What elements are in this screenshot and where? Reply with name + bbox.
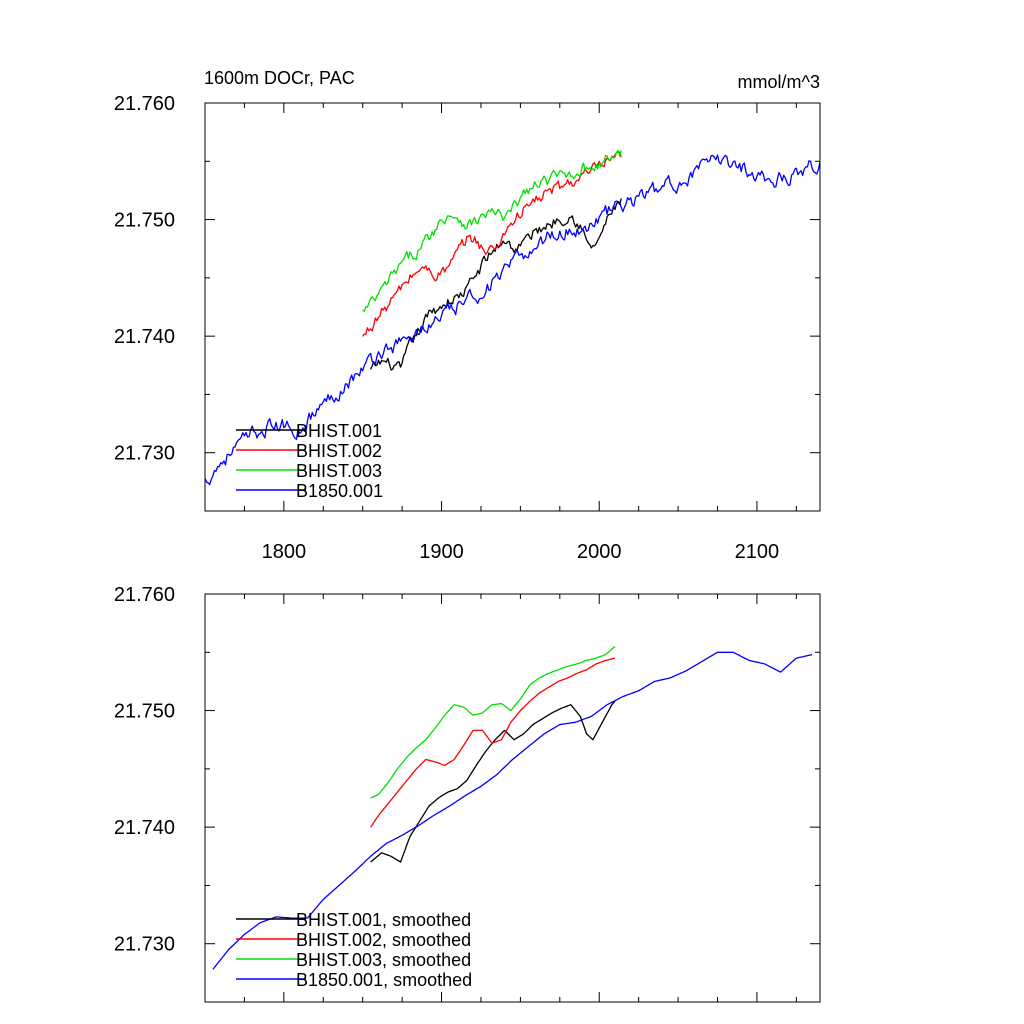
- y-tick-label: 21.740: [114, 817, 175, 839]
- y-tick-label: 21.740: [114, 326, 175, 348]
- x-tick-label: 2100: [735, 541, 780, 563]
- legend-label: BHIST.003: [296, 461, 382, 481]
- legend-label: BHIST.002, smoothed: [296, 930, 471, 950]
- bottom-panel-frame: [204, 593, 821, 1003]
- legend-label: B1850.001: [296, 481, 383, 501]
- top-panel-ticks: 21.730 21.740 21.750 21.760 1800 1900 2000 2100: [114, 93, 820, 563]
- legend-label: BHIST.002: [296, 441, 382, 461]
- bottom-panel: 21.730 21.740 21.750 21.760 BHIST.001, smoo…: [114, 584, 821, 1003]
- legend-label: B1850.001, smoothed: [296, 970, 472, 990]
- y-tick-label: 21.750: [114, 210, 175, 232]
- series-line-bhist-003-smoothed: [370, 645, 616, 799]
- legend-label: BHIST.001: [296, 421, 382, 441]
- series-line-bhist-002-smoothed: [370, 657, 616, 828]
- bottom-panel-ticks: 21.730 21.740 21.750 21.760: [114, 584, 820, 1003]
- x-tick-label: 2000: [577, 541, 622, 563]
- top-panel-frame: [204, 102, 821, 512]
- y-tick-label: 21.760: [114, 584, 175, 606]
- series-line-bhist-002: [362, 151, 622, 337]
- y-tick-label: 21.750: [114, 701, 175, 723]
- top-panel: 21.730 21.740 21.750 21.760 1800 1900 2000 2100…: [114, 93, 821, 563]
- x-tick-label: 1900: [419, 541, 464, 563]
- legend-label: BHIST.003, smoothed: [296, 950, 471, 970]
- y-tick-label: 21.730: [114, 443, 175, 465]
- top-panel-plot-area: [205, 149, 820, 486]
- series-line-bhist-003: [362, 149, 622, 312]
- chart-units: mmol/m^3: [738, 72, 820, 92]
- y-tick-label: 21.760: [114, 93, 175, 115]
- series-line-b1850-001-smoothed: [212, 651, 813, 970]
- x-tick-label: 1800: [262, 541, 307, 563]
- bottom-panel-plot-area: [212, 645, 813, 970]
- series-line-b1850-001: [205, 154, 820, 486]
- chart-title: 1600m DOCr, PAC: [204, 68, 355, 88]
- y-tick-label: 21.730: [114, 934, 175, 956]
- legend-label: BHIST.001, smoothed: [296, 910, 471, 930]
